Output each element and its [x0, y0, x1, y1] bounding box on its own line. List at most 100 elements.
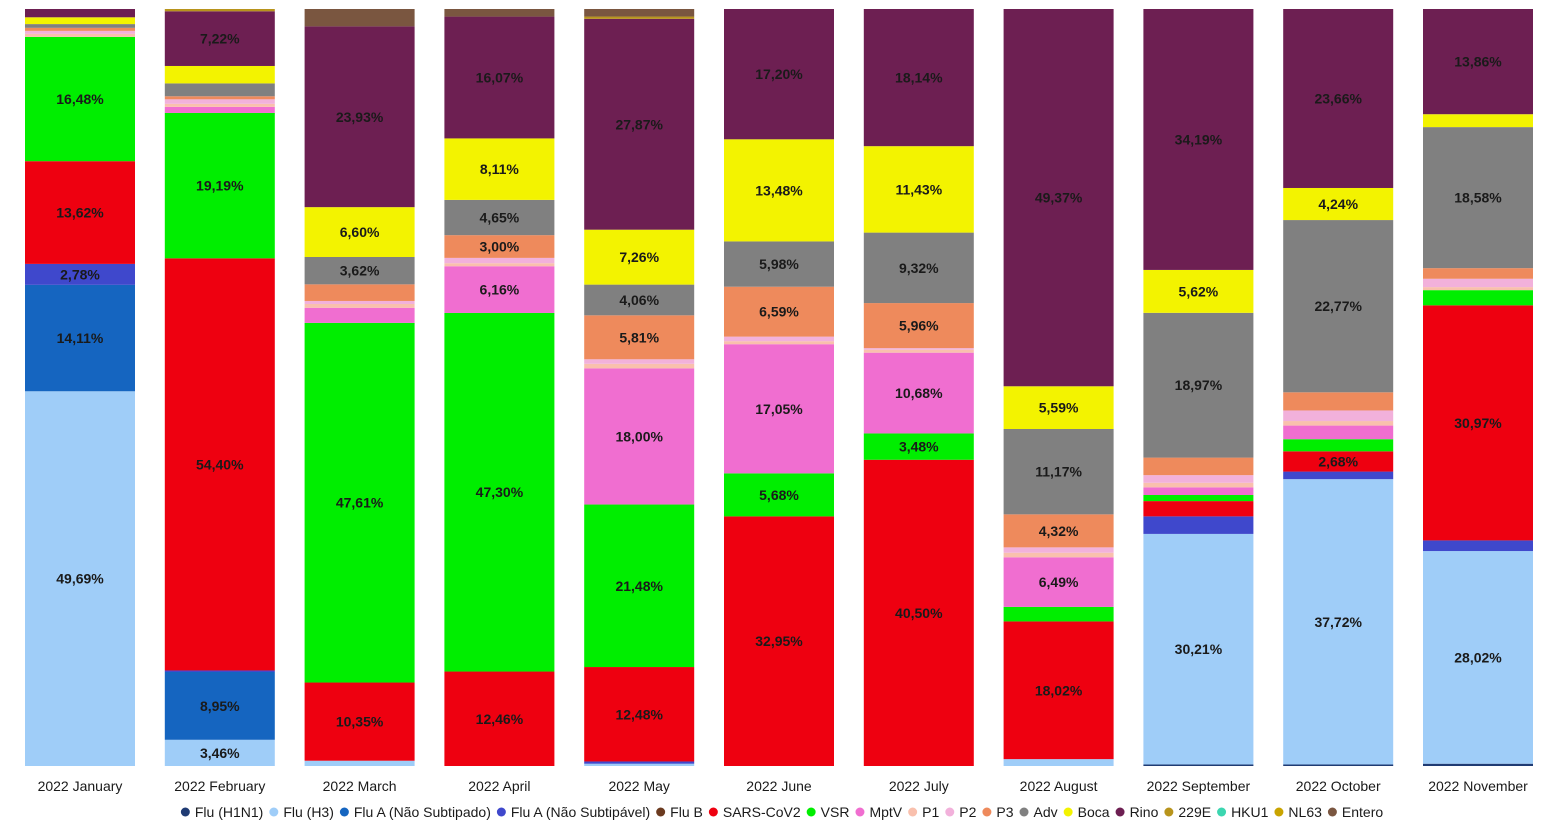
data-label-2022-october-sars-cov2: 2,68% [1318, 453, 1358, 469]
bar-2022-november-flu-a-n-o-subtip-vel [1423, 540, 1533, 552]
data-label-2022-july-sars-cov2: 40,50% [895, 605, 943, 621]
legend-item-boca: Boca [1063, 804, 1110, 820]
data-label-2022-may-vsr: 21,48% [615, 578, 663, 594]
bar-2022-july-p2 [863, 348, 974, 350]
data-label-2022-july-rino: 18,14% [895, 70, 943, 86]
data-label-2022-september-boca: 5,62% [1179, 283, 1219, 299]
data-label-2022-july-adv: 9,32% [899, 260, 939, 276]
data-label-2022-march-boca: 6,60% [340, 224, 380, 240]
legend-marker-p3 [982, 807, 992, 817]
legend-label-p3: P3 [996, 804, 1013, 820]
legend: Flu (H1N1) Flu (H3) Flu A (Não Subtipado) F… [180, 804, 1383, 820]
bar-2022-november-vsr [1423, 290, 1533, 306]
legend-label-229e: 229E [1178, 804, 1211, 820]
bar-2022-june-p2 [724, 336, 834, 342]
bar-2022-november-boca [1423, 114, 1533, 128]
legend-label-vsr: VSR [821, 804, 850, 820]
bar-2022-may-flu-a-n-o-subtip-vel [584, 761, 695, 764]
bar-2022-september-boca [1143, 269, 1254, 313]
legend-marker-p1 [908, 807, 918, 817]
bar-2022-june-vsr [724, 473, 834, 517]
category-label-2022-june: 2022 June [746, 778, 812, 794]
bar-2022-september-vsr [1143, 494, 1254, 502]
legend-item-adv: Adv [1019, 804, 1058, 820]
legend-label-flu-h3: Flu (H3) [283, 804, 334, 820]
legend-label-nl63: NL63 [1288, 804, 1322, 820]
bar-2022-november-rino [1423, 9, 1533, 115]
bar-2022-april-p2 [444, 257, 555, 264]
legend-label-flu-h1n1: Flu (H1N1) [195, 804, 263, 820]
bar-2022-september-p1 [1143, 482, 1254, 488]
data-label-2022-january-flu-a-n-o-subtipado: 14,11% [57, 330, 104, 346]
data-label-2022-july-p3: 5,96% [899, 318, 939, 334]
legend-marker-229e [1164, 807, 1174, 817]
bar-2022-september-rino [1143, 9, 1254, 270]
category-label-2022-november: 2022 November [1428, 778, 1528, 794]
bar-2022-july-rino [863, 9, 974, 147]
bar-2022-august-p2 [1003, 547, 1114, 553]
bar-2022-march-flu-h3 [304, 760, 415, 766]
data-label-2022-june-mptv: 17,05% [755, 401, 803, 417]
legend-label-rino: Rino [1130, 804, 1159, 820]
bar-2022-april-boca [444, 138, 555, 200]
bar-2022-january-boca [25, 17, 135, 25]
legend-marker-nl63 [1274, 807, 1284, 817]
bars-group [25, 9, 1533, 766]
bar-2022-november-flu-h3 [1423, 551, 1533, 764]
legend-item-mptv: MptV [855, 804, 903, 820]
data-label-2022-september-rino: 34,19% [1175, 131, 1223, 147]
data-label-2022-january-flu-a-n-o-subtip-vel: 2,78% [60, 266, 100, 282]
bar-2022-july-adv [863, 232, 974, 304]
data-label-2022-january-vsr: 16,48% [56, 91, 104, 107]
data-label-2022-february-rino: 7,22% [200, 31, 240, 47]
bar-2022-november-flu-h1n1 [1423, 763, 1533, 766]
bar-2022-may-p1 [584, 363, 695, 369]
data-label-2022-april-sars-cov2: 12,46% [476, 711, 524, 727]
bar-2022-november-adv [1423, 127, 1533, 269]
bar-2022-february-adv [164, 83, 275, 97]
legend-item-hku1: HKU1 [1217, 804, 1269, 820]
data-label-2022-march-sars-cov2: 10,35% [336, 714, 384, 730]
legend-marker-entero [1327, 807, 1337, 817]
data-label-2022-march-adv: 3,62% [340, 263, 380, 279]
bar-2022-april-mptv [444, 266, 555, 313]
data-label-2022-april-p3: 3,00% [480, 239, 520, 255]
data-label-2022-february-sars-cov2: 54,40% [196, 456, 244, 472]
data-label-2022-may-adv: 4,06% [619, 292, 659, 308]
bar-2022-october-flu-h1n1 [1283, 764, 1394, 766]
data-label-2022-july-mptv: 10,68% [895, 385, 943, 401]
legend-item-p3: P3 [982, 804, 1014, 820]
legend-label-entero: Entero [1342, 804, 1383, 820]
bar-2022-february-sars-cov2 [164, 258, 275, 671]
bar-2022-october-rino [1283, 9, 1394, 188]
legend-item-rino: Rino [1115, 804, 1159, 820]
bar-2022-may-rino [584, 18, 695, 230]
bar-2022-july-boca [863, 146, 974, 233]
legend-marker-p2 [945, 807, 955, 817]
bar-2022-june-mptv [724, 344, 834, 474]
legend-item-p2: P2 [945, 804, 977, 820]
category-label-2022-april: 2022 April [468, 778, 530, 794]
bar-2022-august-p3 [1003, 514, 1114, 548]
legend-label-boca: Boca [1078, 804, 1110, 820]
bar-2022-august-boca [1003, 386, 1114, 429]
bar-2022-march-p3 [304, 284, 415, 301]
legend-item-flu-a-n-o-subtipado: Flu A (Não Subtipado) [339, 804, 491, 820]
legend-marker-boca [1063, 807, 1073, 817]
legend-marker-mptv [855, 807, 865, 817]
bar-2022-september-p3 [1143, 457, 1254, 476]
bar-2022-february-rino [164, 11, 275, 66]
data-label-2022-february-vsr: 19,19% [196, 178, 244, 194]
bar-2022-september-p2 [1143, 475, 1254, 483]
bar-2022-october-flu-a-n-o-subtip-vel [1283, 471, 1394, 480]
data-label-2022-february-flu-a-n-o-subtipado: 8,95% [200, 698, 240, 714]
bar-2022-march-rino [304, 26, 415, 208]
bar-2022-february-229e [164, 9, 275, 12]
bar-2022-february-p1 [164, 103, 275, 107]
data-label-2022-march-vsr: 47,61% [336, 495, 384, 511]
bar-2022-march-p1 [304, 303, 415, 308]
bar-2022-march-vsr [304, 322, 415, 683]
legend-label-sars-cov2: SARS-CoV2 [723, 804, 801, 820]
bar-2022-april-sars-cov2 [444, 671, 555, 766]
bar-2022-march-p2 [304, 300, 415, 304]
